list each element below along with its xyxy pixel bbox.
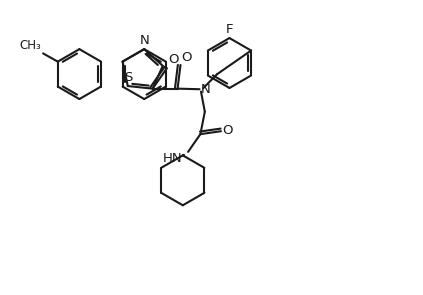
Text: F: F [226,23,233,36]
Text: CH₃: CH₃ [20,39,41,52]
Text: S: S [124,71,132,84]
Text: N: N [201,83,211,96]
Text: O: O [222,124,233,137]
Text: N: N [139,34,149,47]
Text: HN: HN [163,153,183,165]
Text: O: O [168,53,179,66]
Text: O: O [181,51,192,64]
